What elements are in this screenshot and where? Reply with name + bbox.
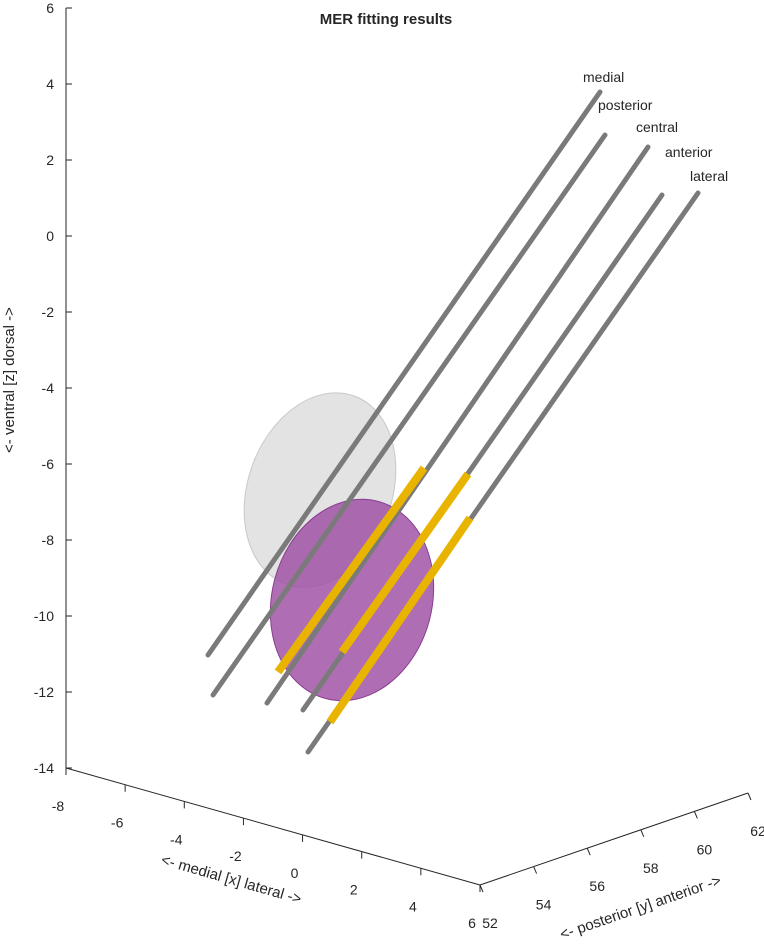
- tick-mark: [693, 811, 698, 819]
- z-tick-label: -2: [42, 304, 55, 320]
- x-tick-label: -4: [170, 831, 183, 847]
- y-tick-label: 52: [482, 915, 498, 931]
- trajectory: [205, 89, 603, 658]
- z-tick-label: 6: [46, 0, 54, 16]
- x-tick-label: -2: [229, 848, 242, 864]
- fit-segment: [326, 515, 474, 725]
- x-tick-label: 4: [409, 898, 417, 914]
- z-tick-label: 2: [46, 152, 54, 168]
- y-tick-label: 56: [589, 878, 605, 894]
- purple-volume: [269, 498, 435, 702]
- annotation: central: [636, 119, 678, 135]
- annotation: medial: [583, 69, 624, 85]
- annotation: lateral: [690, 168, 728, 184]
- tick-mark: [479, 884, 484, 893]
- y-tick-label: 58: [643, 860, 659, 876]
- tick-mark: [533, 866, 538, 874]
- z-tick-label: -10: [34, 608, 54, 624]
- y-axis-label: <- posterior [y] anterior ->: [558, 872, 724, 943]
- x-tick-label: -8: [52, 798, 65, 814]
- x-tick-label: 2: [350, 882, 358, 898]
- x-tick-label: -6: [111, 815, 124, 831]
- tick-mark: [747, 792, 752, 801]
- fit-segment: [338, 471, 472, 655]
- z-tick-label: -4: [42, 380, 55, 396]
- trajectory: [264, 144, 651, 706]
- x-tick-label: 0: [291, 865, 299, 881]
- y-tick-label: 60: [697, 841, 713, 857]
- z-tick-label: 4: [46, 76, 54, 92]
- annotation: posterior: [598, 97, 653, 113]
- trajectory: [210, 132, 608, 698]
- z-axis-label: <- ventral [z] dorsal ->: [1, 307, 18, 453]
- tick-mark: [586, 848, 591, 856]
- z-tick-label: 0: [46, 228, 54, 244]
- y-tick-label: 62: [750, 823, 764, 839]
- z-tick-label: -6: [42, 456, 55, 472]
- chart-title: MER fitting results: [320, 11, 453, 28]
- y-axis: [479, 792, 749, 886]
- z-tick-label: -14: [34, 760, 54, 776]
- tick-mark: [640, 829, 645, 837]
- y-tick-label: 54: [536, 897, 552, 913]
- annotation: anterior: [665, 144, 713, 160]
- fit-segment: [274, 465, 428, 675]
- x-tick-label: 6: [468, 915, 476, 931]
- x-axis: [65, 767, 481, 886]
- z-tick-label: -8: [42, 532, 55, 548]
- plot-objects: [205, 89, 701, 755]
- z-tick-label: -12: [34, 684, 54, 700]
